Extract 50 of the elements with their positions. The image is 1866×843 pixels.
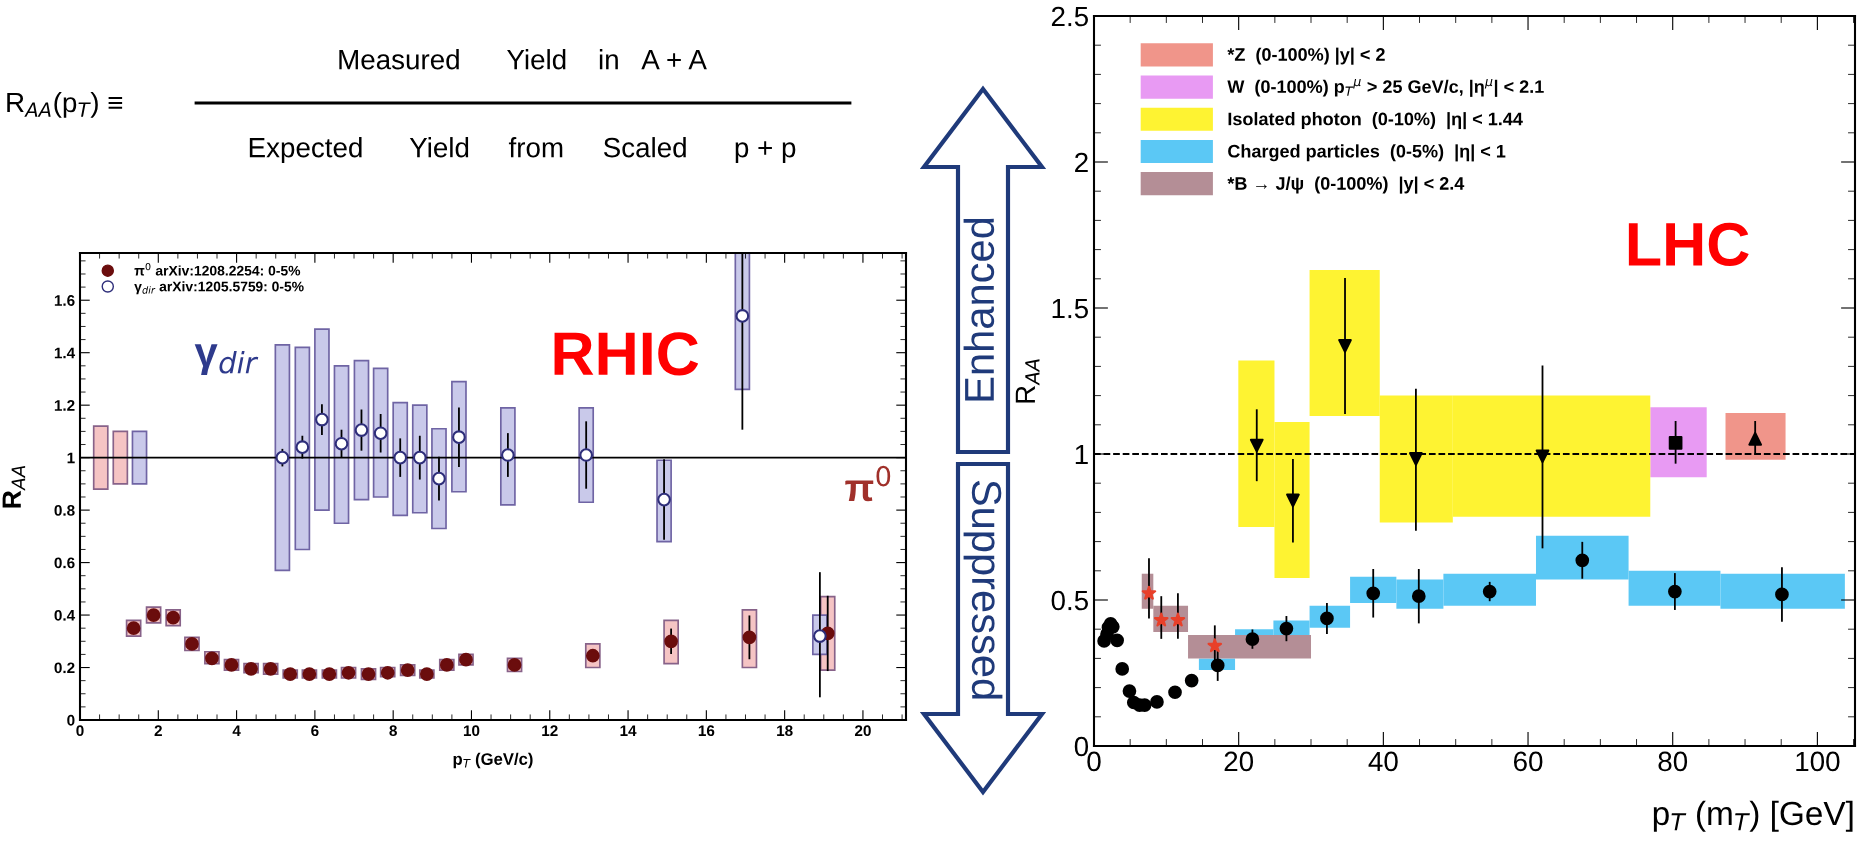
y-tick-label: 0 xyxy=(67,714,75,726)
x-axis-title: p$_{T}$ (GeV/c) xyxy=(453,752,533,769)
y-tick-label: 2.5 xyxy=(1051,6,1088,27)
legend-label: Charged particles (0-5%) |η| < 1 xyxy=(1228,144,1506,162)
x-tick-label: 2 xyxy=(154,725,162,736)
annotation: γ$_{dir}$ xyxy=(194,344,259,375)
x-tick-label: 4 xyxy=(232,725,241,736)
x-tick-label: 8 xyxy=(389,725,397,737)
annotation: RHIC xyxy=(554,332,699,376)
y-axis-title: R$_{AA}$ xyxy=(2,465,26,508)
legend-label: *B → J/ψ (0-100%) |y| < 2.4 xyxy=(1227,176,1465,194)
y-axis-title: R$_{AA}$ xyxy=(1015,359,1040,403)
legend-label: γ$_{dir}$ arXiv:1205.5759: 0-5% xyxy=(134,281,304,295)
x-tick-label: 40 xyxy=(1368,751,1398,772)
x-tick-label: 60 xyxy=(1513,751,1543,772)
x-tick-label: 100 xyxy=(1796,751,1840,772)
y-tick-label: 0.8 xyxy=(54,504,75,516)
x-tick-label: 20 xyxy=(1224,751,1254,772)
x-tick-label: 0 xyxy=(76,725,84,737)
y-tick-label: 0.5 xyxy=(1051,590,1088,611)
y-tick-label: 2 xyxy=(1075,152,1088,173)
y-tick-label: 0.4 xyxy=(54,609,76,621)
text: Suppressed xyxy=(963,480,1003,699)
legend-label: Isolated photon (0-10%) |η| < 1.44 xyxy=(1228,112,1523,130)
annotation: π$^{0}$ xyxy=(845,465,891,502)
y-tick-label: 0.2 xyxy=(54,662,75,674)
y-tick-label: 1.5 xyxy=(1052,298,1088,319)
y-tick-label: 1 xyxy=(1075,444,1088,465)
y-tick-label: 1.6 xyxy=(54,295,75,306)
y-tick-label: 0.6 xyxy=(54,557,75,569)
legend-label: π$^{0}$ arXiv:1208.2254: 0-5% xyxy=(134,262,301,276)
x-tick-label: 10 xyxy=(463,725,480,737)
legend-label: *Z (0-100%) |y| < 2 xyxy=(1227,47,1385,65)
y-tick-label: 1.4 xyxy=(54,347,76,359)
text: Measured Yield in A + A xyxy=(339,49,707,70)
y-tick-label: 1.2 xyxy=(54,400,75,411)
x-tick-label: 14 xyxy=(620,725,637,736)
x-tick-label: 80 xyxy=(1658,751,1688,772)
x-axis-title: p$_{T}$ (m$_{T}$) [GeV] xyxy=(1653,800,1853,832)
text: R$_{AA}$(p$_{T}$) ≡ xyxy=(7,91,123,118)
x-tick-label: 12 xyxy=(542,725,558,736)
legend-label: W (0-100%) p$_{T}$$^{μ}$ > 25 GeV/c, |η$^{μ}$| < 2.1 xyxy=(1227,79,1544,97)
annotation: LHC xyxy=(1628,222,1749,266)
y-tick-label: 1 xyxy=(67,452,75,464)
x-tick-label: 20 xyxy=(854,725,871,737)
x-tick-label: 16 xyxy=(698,725,715,737)
x-tick-label: 6 xyxy=(311,725,319,737)
x-tick-label: 18 xyxy=(777,725,793,737)
text: Expected Yield from Scaled p + p xyxy=(249,137,796,163)
text: Enhanced xyxy=(963,218,995,401)
